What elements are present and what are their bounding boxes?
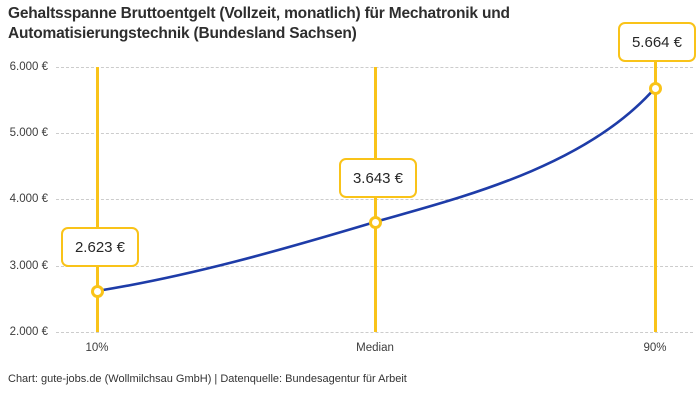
- gridline: [56, 332, 693, 333]
- data-point-90[interactable]: [648, 81, 662, 95]
- chart-title: Gehaltsspanne Bruttoentgelt (Vollzeit, m…: [8, 5, 510, 42]
- value-callout-median: 3.643 €: [339, 158, 417, 198]
- y-tick-label: 4.000 €: [9, 193, 48, 205]
- attribution-text: Chart: gute-jobs.de (Wollmilchsau GmbH) …: [8, 373, 407, 385]
- x-tick-label-10: 10%: [85, 342, 109, 354]
- y-tick-label: 6.000 €: [9, 61, 48, 73]
- value-callout-90: 5.664 €: [618, 22, 696, 62]
- x-tick-label-90: 90%: [643, 342, 667, 354]
- value-callout-10: 2.623 €: [61, 227, 139, 267]
- y-tick-label: 2.000 €: [9, 326, 48, 338]
- data-point-10[interactable]: [90, 284, 104, 298]
- percentile-line-90: [653, 60, 657, 332]
- data-point-median[interactable]: [368, 215, 382, 229]
- y-tick-label: 5.000 €: [9, 127, 48, 139]
- percentile-line-median: [373, 67, 377, 332]
- x-tick-label-median: Median: [356, 342, 394, 354]
- y-tick-label: 3.000 €: [9, 260, 48, 272]
